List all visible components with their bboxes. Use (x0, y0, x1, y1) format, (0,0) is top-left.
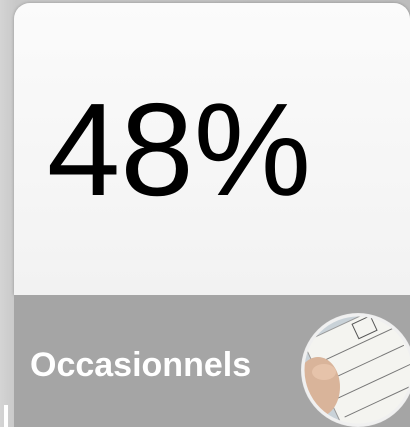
card-top (14, 3, 410, 295)
stat-value: 48% (46, 76, 312, 223)
stat-label: Occasionnels (30, 346, 252, 384)
photo (301, 313, 410, 427)
edge-mark (4, 405, 8, 427)
